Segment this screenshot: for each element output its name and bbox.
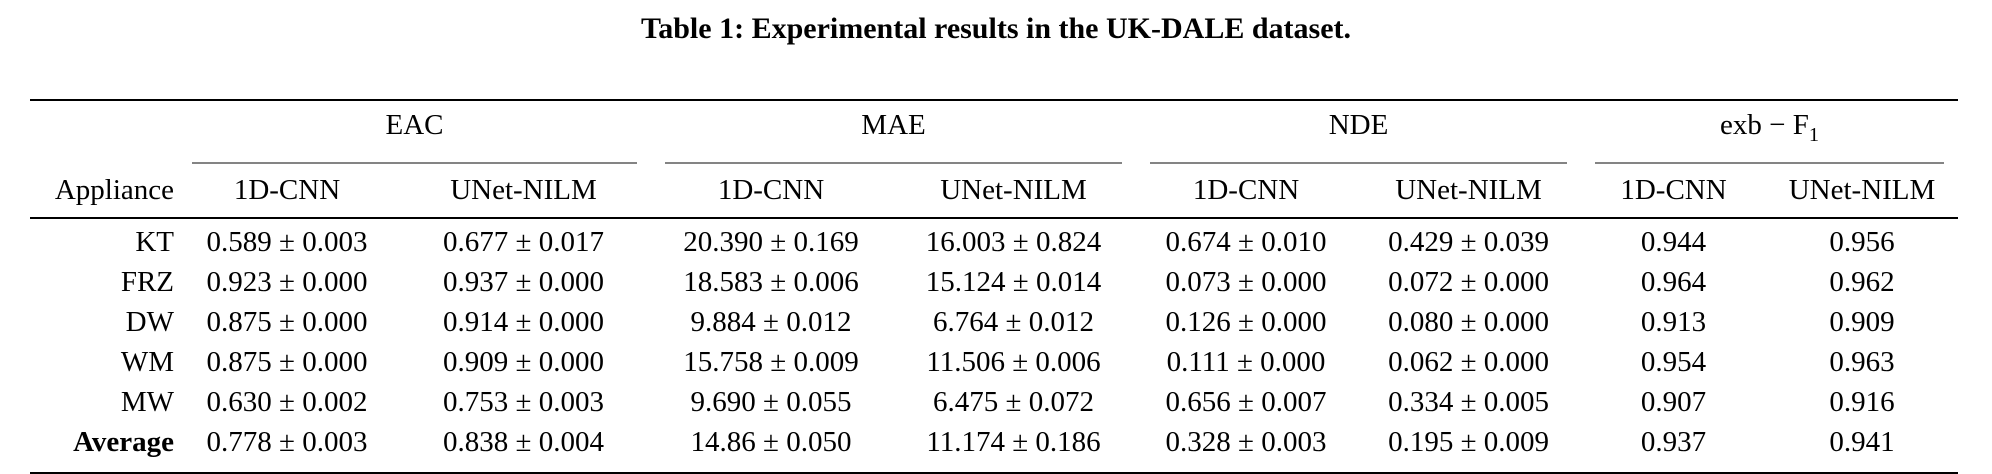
table-cell: 0.195 ± 0.009	[1388, 425, 1549, 458]
row-label: WM	[120, 345, 174, 378]
group-header-mae: MAE	[651, 100, 1136, 164]
table-cell: 15.758 ± 0.009	[683, 345, 859, 378]
table-cell: 18.583 ± 0.006	[683, 265, 859, 298]
table-cell: 11.506 ± 0.006	[926, 345, 1101, 378]
column-header-mae-1dcnn: 1D-CNN	[651, 163, 891, 219]
group-label-subscript: 1	[1808, 123, 1820, 146]
table-row-dw: DW 0.875 ± 0.000 0.914 ± 0.000 9.884 ± 0…	[30, 302, 1958, 342]
column-header-eac-unetnilm: UNet-NILM	[396, 163, 651, 219]
table-cell: 0.916	[1829, 385, 1895, 418]
row-label: DW	[125, 305, 174, 338]
table-cell: 0.937 ± 0.000	[443, 265, 604, 298]
table-row-kt: KT 0.589 ± 0.003 0.677 ± 0.017 20.390 ± …	[30, 218, 1958, 262]
group-label: NDE	[1328, 109, 1389, 141]
table-cell: 0.875 ± 0.000	[206, 345, 368, 378]
table-cell: 0.937	[1640, 425, 1707, 458]
column-header-nde-unetnilm: UNet-NILM	[1356, 163, 1582, 219]
group-header-row: EAC MAE NDE exb − F1	[30, 100, 1958, 164]
table-cell: 0.913	[1640, 305, 1707, 338]
table-cell: 0.589 ± 0.003	[206, 225, 368, 258]
table-cell: 6.475 ± 0.072	[933, 385, 1094, 418]
table-cell: 16.003 ± 0.824	[925, 225, 1102, 258]
table-cell: 0.909 ± 0.000	[443, 345, 604, 378]
table-cell: 0.954	[1640, 345, 1707, 378]
table-cell: 0.080 ± 0.000	[1388, 305, 1549, 338]
group-header-nde: NDE	[1136, 100, 1581, 164]
table-cell: 0.963	[1829, 345, 1895, 378]
table-cell: 15.124 ± 0.014	[925, 265, 1102, 298]
row-label: FRZ	[120, 265, 174, 298]
row-label: KT	[135, 225, 174, 258]
table-cell: 0.062 ± 0.000	[1388, 345, 1549, 378]
table-cell: 11.174 ± 0.186	[926, 425, 1101, 458]
table-cell: 0.429 ± 0.039	[1388, 225, 1549, 258]
table-cell: 0.630 ± 0.002	[206, 385, 368, 418]
table-row-average: Average 0.778 ± 0.003 0.838 ± 0.004 14.8…	[30, 422, 1958, 474]
table-cell: 0.328 ± 0.003	[1165, 425, 1327, 458]
column-header-mae-unetnilm: UNet-NILM	[891, 163, 1137, 219]
table-cell: 20.390 ± 0.169	[683, 225, 859, 258]
column-header-appliance: Appliance	[30, 163, 178, 219]
group-header-eac: EAC	[178, 100, 651, 164]
table-caption: Table 1: Experimental results in the UK-…	[640, 12, 1351, 45]
column-header-eac-1dcnn: 1D-CNN	[178, 163, 396, 219]
group-header-exb-f1: exb − F1	[1581, 100, 1958, 164]
table-cell: 0.674 ± 0.010	[1165, 225, 1327, 258]
group-label: MAE	[861, 109, 926, 141]
table-row-wm: WM 0.875 ± 0.000 0.909 ± 0.000 15.758 ± …	[30, 342, 1958, 382]
column-header-nde-1dcnn: 1D-CNN	[1136, 163, 1357, 219]
group-label: EAC	[385, 109, 444, 141]
column-header-row: Appliance 1D-CNN UNet-NILM 1D-CNN UNet-N…	[30, 163, 1959, 219]
row-label: Average	[73, 425, 174, 458]
table-row-frz: FRZ 0.923 ± 0.000 0.937 ± 0.000 18.583 ±…	[30, 262, 1958, 302]
table-cell: 6.764 ± 0.012	[933, 305, 1094, 338]
table-cell: 0.838 ± 0.004	[443, 425, 604, 458]
results-table: EAC MAE NDE exb − F1 Appliance 1D-CNN UN…	[30, 99, 1959, 474]
table-cell: 0.956	[1829, 225, 1895, 258]
table-cell: 0.923 ± 0.000	[206, 265, 368, 298]
group-label: exb − F	[1720, 109, 1809, 141]
table-cell: 0.111 ± 0.000	[1166, 345, 1326, 378]
table-cell: 0.875 ± 0.000	[206, 305, 368, 338]
table-cell: 0.962	[1829, 265, 1895, 298]
table-cell: 0.909	[1829, 305, 1895, 338]
table-cell: 9.884 ± 0.012	[690, 305, 852, 338]
table-cell: 0.656 ± 0.007	[1165, 385, 1327, 418]
table-cell: 0.944	[1640, 225, 1707, 258]
table-cell: 0.126 ± 0.000	[1165, 305, 1327, 338]
table-cell: 0.072 ± 0.000	[1388, 265, 1549, 298]
table-cell: 0.073 ± 0.000	[1165, 265, 1327, 298]
table-cell: 0.753 ± 0.003	[443, 385, 604, 418]
table-cell: 0.964	[1640, 265, 1707, 298]
corner-cell	[30, 100, 178, 164]
table-cell: 0.778 ± 0.003	[206, 425, 368, 458]
table-cell: 0.907	[1640, 385, 1707, 418]
column-header-exb-unetnilm: UNet-NILM	[1766, 163, 1959, 219]
table-row-mw: MW 0.630 ± 0.002 0.753 ± 0.003 9.690 ± 0…	[30, 382, 1958, 422]
table-cell: 0.914 ± 0.000	[443, 305, 604, 338]
table-cell: 14.86 ± 0.050	[690, 425, 852, 458]
table-cell: 0.677 ± 0.017	[443, 225, 604, 258]
column-header-exb-1dcnn: 1D-CNN	[1581, 163, 1767, 219]
table-cell: 0.941	[1829, 425, 1895, 458]
table-cell: 9.690 ± 0.055	[690, 385, 852, 418]
table-cell: 0.334 ± 0.005	[1388, 385, 1549, 418]
row-label: MW	[120, 385, 174, 418]
